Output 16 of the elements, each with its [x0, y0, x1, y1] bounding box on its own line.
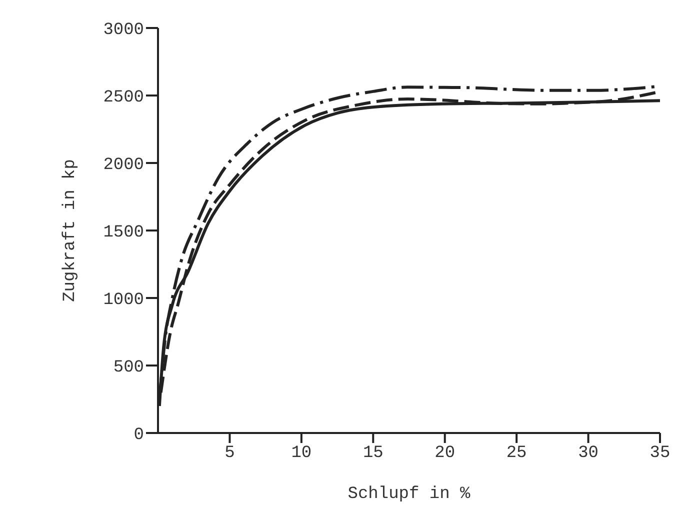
x-tick-label: 35 [650, 444, 670, 464]
x-tick-label: 15 [362, 444, 384, 464]
y-tick-label: 3000 [103, 21, 144, 40]
y-tick-label: 1500 [103, 224, 144, 243]
y-tick-label: 0 [134, 426, 144, 446]
y-tick-label: 2500 [103, 88, 144, 108]
x-tick-label: 20 [434, 444, 456, 464]
y-tick-label: 2000 [103, 156, 144, 176]
x-tick-label: 5 [224, 444, 235, 464]
x-tick-label: 30 [578, 444, 598, 464]
x-tick-label: 10 [291, 444, 312, 464]
x-tick-label: 25 [506, 444, 527, 464]
y-axis-title: Zugkraft in kp [61, 159, 80, 302]
y-tick-label: 500 [113, 358, 144, 378]
x-axis-title: Schlupf in % [348, 485, 472, 504]
y-tick-label: 1000 [103, 291, 144, 310]
